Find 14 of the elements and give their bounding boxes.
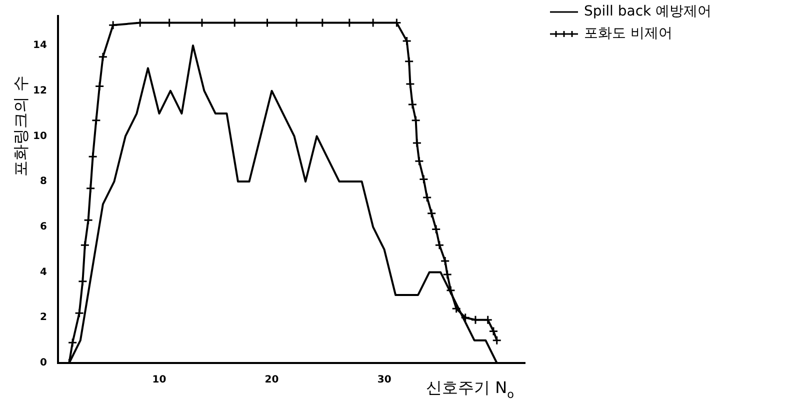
legend-label: 포화도 비제어	[584, 26, 672, 42]
y-tick-label: 6	[40, 222, 47, 233]
x-tick-label: 20	[264, 374, 279, 386]
x-tick-label: 10	[152, 374, 166, 386]
y-tick-label: 0	[40, 358, 47, 369]
y-tick-label: 4	[40, 266, 47, 278]
y-tick-label: 14	[32, 40, 47, 52]
y-tick-label: 2	[40, 312, 47, 324]
y-tick-label: 12	[32, 85, 47, 96]
legend-label: Spill back 예방제어	[584, 4, 712, 20]
y-tick-label: 10	[32, 130, 47, 142]
y-tick-label: 8	[40, 176, 47, 188]
x-tick-label: 30	[377, 374, 392, 386]
y-axis-title: 포화링크의 수	[11, 75, 30, 177]
